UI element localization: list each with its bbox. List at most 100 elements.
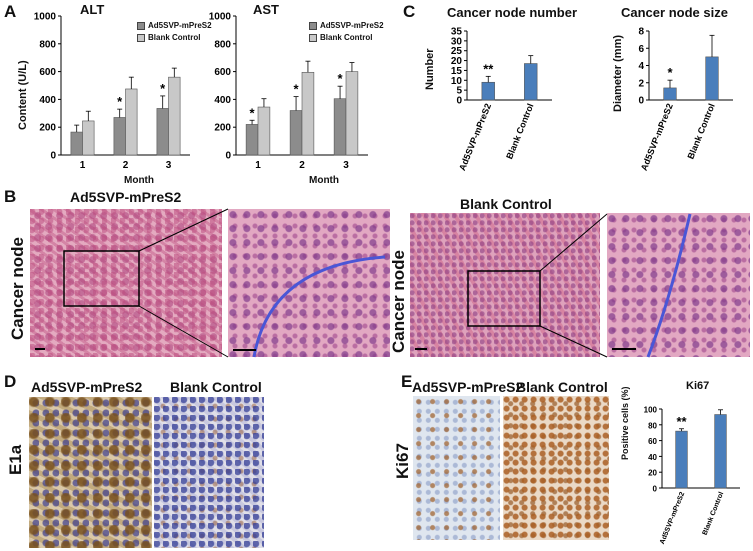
y-tick-label: 0 (653, 485, 658, 494)
scale-bar (415, 348, 427, 350)
legend-swatch-dark (309, 21, 317, 30)
y-tick-label: 0 (456, 96, 462, 107)
alt-legend-item-1: Ad5SVP-mPreS2 (137, 21, 212, 30)
panel-label-e: E (401, 372, 413, 391)
y-tick-label: 80 (648, 421, 657, 430)
e-left-title: Ad5SVP-mPreS2 (412, 379, 524, 395)
e-right-title: Blank Control (516, 379, 608, 395)
alt-legend-item-2: Blank Control (137, 33, 200, 42)
panel-label-c: C (403, 2, 416, 21)
significance-mark: * (250, 105, 256, 120)
y-tick-label: 5 (456, 86, 462, 97)
legend-swatch-light (309, 33, 317, 42)
zoom-line-right-bottom (539, 325, 608, 358)
ast-chart: 0 200 400 600 800 1000 * 1 * 2 * 3 (209, 12, 368, 171)
y-tick-label: 1000 (34, 12, 57, 23)
scale-bar (612, 348, 636, 350)
y-tick-label: 0 (50, 151, 56, 162)
zoom-line-left-bottom (138, 305, 229, 358)
y-tick-label: 200 (214, 123, 231, 134)
y-tick-label: 6 (638, 44, 644, 55)
ki67-chart-title: Ki67 (686, 380, 710, 392)
x-category-label: 1 (255, 160, 261, 171)
legend-swatch-light (137, 33, 145, 42)
legend-label: Ad5SVP-mPreS2 (148, 21, 212, 30)
zoom-box-left (63, 250, 140, 307)
significance-mark: ** (676, 414, 687, 429)
y-tick-label: 25 (451, 46, 463, 57)
scale-bar (233, 349, 256, 351)
he-zoom-blank-control (607, 213, 750, 357)
ast-legend-item-2: Blank Control (309, 33, 372, 42)
significance-mark: ** (483, 61, 494, 76)
ihc-image-blank-control-e1a (154, 397, 264, 548)
ki67-image-blank-control (503, 396, 609, 540)
ast-title: AST (253, 2, 279, 17)
ast-legend-item-1: Ad5SVP-mPreS2 (309, 21, 384, 30)
panel-label-d: D (4, 372, 17, 391)
legend-label: Ad5SVP-mPreS2 (320, 21, 384, 30)
scale-bar (35, 348, 45, 350)
d-right-title: Blank Control (170, 379, 262, 395)
y-tick-label: 400 (39, 95, 56, 106)
x-category-label: 1 (80, 160, 86, 171)
y-tick-label: 60 (648, 437, 657, 446)
y-tick-label: 8 (638, 27, 644, 38)
significance-mark: * (117, 94, 123, 109)
y-tick-label: 15 (451, 66, 463, 77)
b-right-title: Blank Control (460, 196, 552, 212)
d-left-title: Ad5SVP-mPreS2 (31, 379, 143, 395)
x-category-label: 2 (123, 160, 129, 171)
legend-label: Blank Control (148, 33, 201, 42)
legend-label: Blank Control (320, 33, 373, 42)
significance-mark: * (338, 71, 344, 86)
y-tick-label: 200 (39, 123, 56, 134)
y-tick-label: 600 (214, 67, 231, 78)
zoom-line-right-top (539, 213, 608, 272)
b-left-title: Ad5SVP-mPreS2 (70, 189, 182, 205)
he-image-ad5svp (30, 209, 222, 357)
y-tick-label: 20 (648, 469, 657, 478)
ast-xlabel: Month (309, 175, 339, 186)
y-tick-label: 20 (451, 56, 463, 67)
y-tick-label: 4 (638, 61, 644, 72)
y-tick-label: 100 (644, 406, 658, 415)
legend-swatch-dark (137, 21, 145, 30)
y-tick-label: 40 (648, 453, 657, 462)
y-tick-label: 10 (451, 76, 463, 87)
zoom-box-right (467, 270, 541, 327)
significance-mark: * (160, 81, 166, 96)
panel-label-a: A (4, 2, 17, 21)
y-tick-label: 0 (225, 151, 231, 162)
y-tick-label: 30 (451, 36, 463, 47)
d-row-label: E1a (6, 444, 25, 475)
boundary-curve-right (646, 213, 692, 358)
y-tick-label: 600 (39, 67, 56, 78)
he-image-blank-control (410, 213, 600, 357)
y-tick-label: 800 (39, 39, 56, 50)
zoom-line-left-top (138, 208, 229, 252)
boundary-curve-left (252, 255, 386, 358)
y-tick-label: 800 (214, 39, 231, 50)
alt-chart: 0 200 400 600 800 1000 1 * 2 * 3 (34, 12, 190, 171)
y-tick-label: 0 (638, 96, 644, 107)
he-zoom-ad5svp (228, 209, 390, 357)
alt-xlabel: Month (124, 175, 154, 186)
alt-title: ALT (80, 2, 105, 17)
panel-label-b: B (4, 187, 17, 206)
y-tick-label: 2 (638, 78, 644, 89)
x-category-label: 3 (343, 160, 349, 171)
cancer-node-size-title: Cancer node size (621, 5, 728, 20)
y-tick-label: 400 (214, 95, 231, 106)
ki67-image-ad5svp (413, 396, 500, 540)
y-tick-label: 35 (451, 27, 463, 38)
ihc-image-ad5svp-e1a (29, 397, 152, 548)
cancer-node-number-title: Cancer node number (447, 5, 578, 20)
y-tick-label: 1000 (209, 12, 232, 23)
significance-mark: * (294, 82, 300, 97)
x-category-label: 3 (166, 160, 172, 171)
x-category-label: 2 (299, 160, 305, 171)
significance-mark: * (667, 65, 673, 80)
